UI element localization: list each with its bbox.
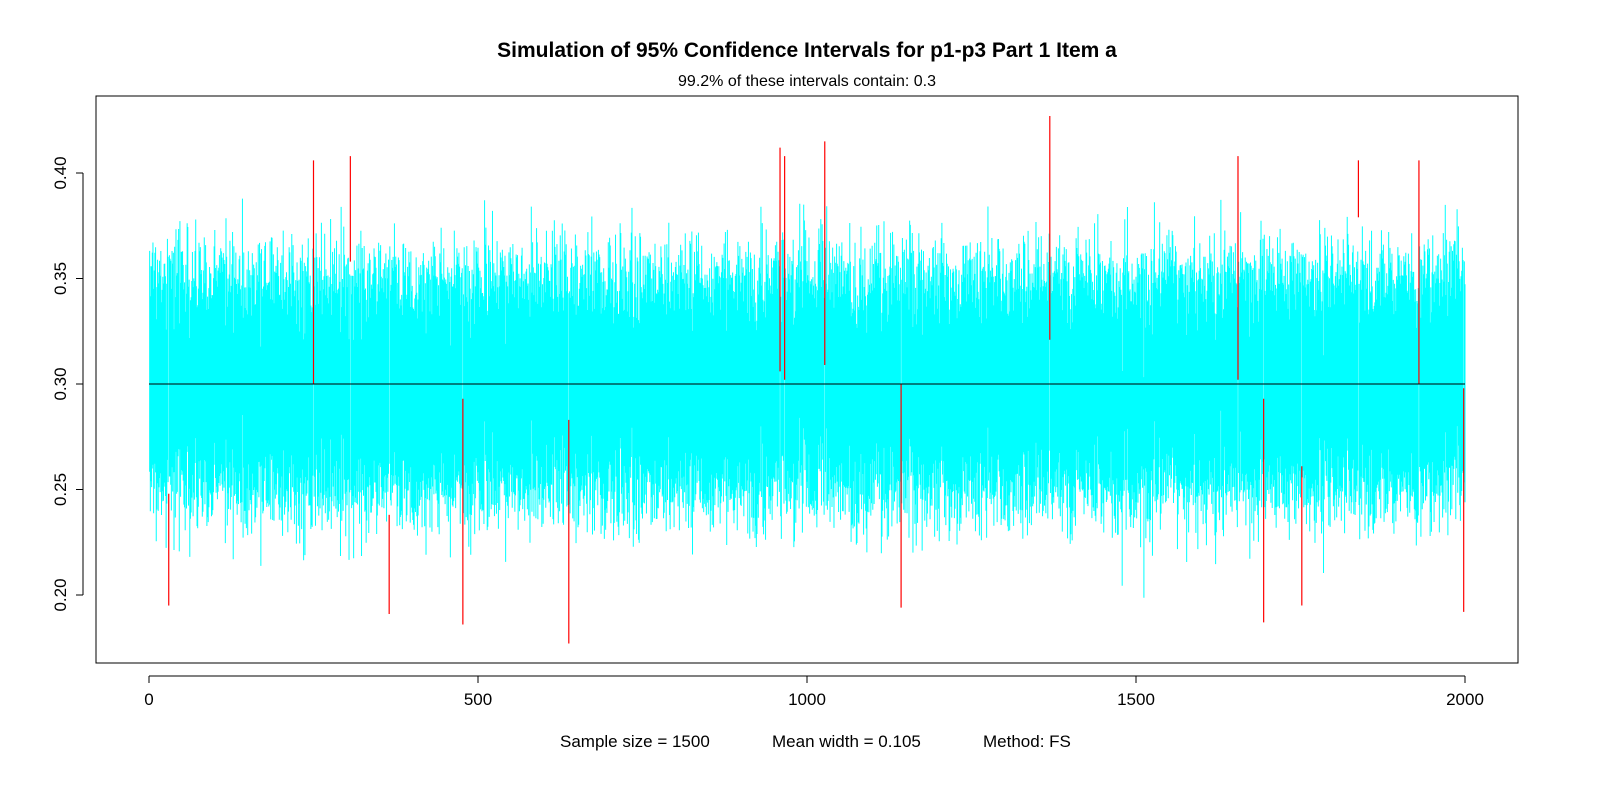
interval-lines (149, 198, 1466, 598)
y-tick-label: 0.35 (51, 262, 70, 295)
covering-intervals (149, 198, 1466, 598)
plot-frame (95, 95, 1519, 664)
y-tick-label: 0.20 (51, 578, 70, 611)
x-tick-label: 500 (464, 690, 492, 709)
chart-title: Simulation of 95% Confidence Intervals f… (497, 39, 1117, 62)
x-tick-label: 1500 (1117, 690, 1155, 709)
y-tick-label: 0.40 (51, 156, 70, 189)
method-label: Method: FS (983, 732, 1071, 751)
x-tick-label: 1000 (788, 690, 826, 709)
mean-width-label: Mean width = 0.105 (772, 732, 921, 751)
x-tick-label: 2000 (1446, 690, 1484, 709)
axes: 0 500 1000 1500 2000 0.20 0.25 0.30 0.35 0.40 (51, 156, 1484, 709)
sample-size-label: Sample size = 1500 (560, 732, 710, 751)
y-tick-label: 0.30 (51, 367, 70, 400)
chart-subtitle: 99.2% of these intervals contain: 0.3 (678, 73, 936, 90)
x-tick-label: 0 (144, 690, 153, 709)
missing-interval-lines (168, 116, 1465, 644)
y-tick-label: 0.25 (51, 473, 70, 506)
